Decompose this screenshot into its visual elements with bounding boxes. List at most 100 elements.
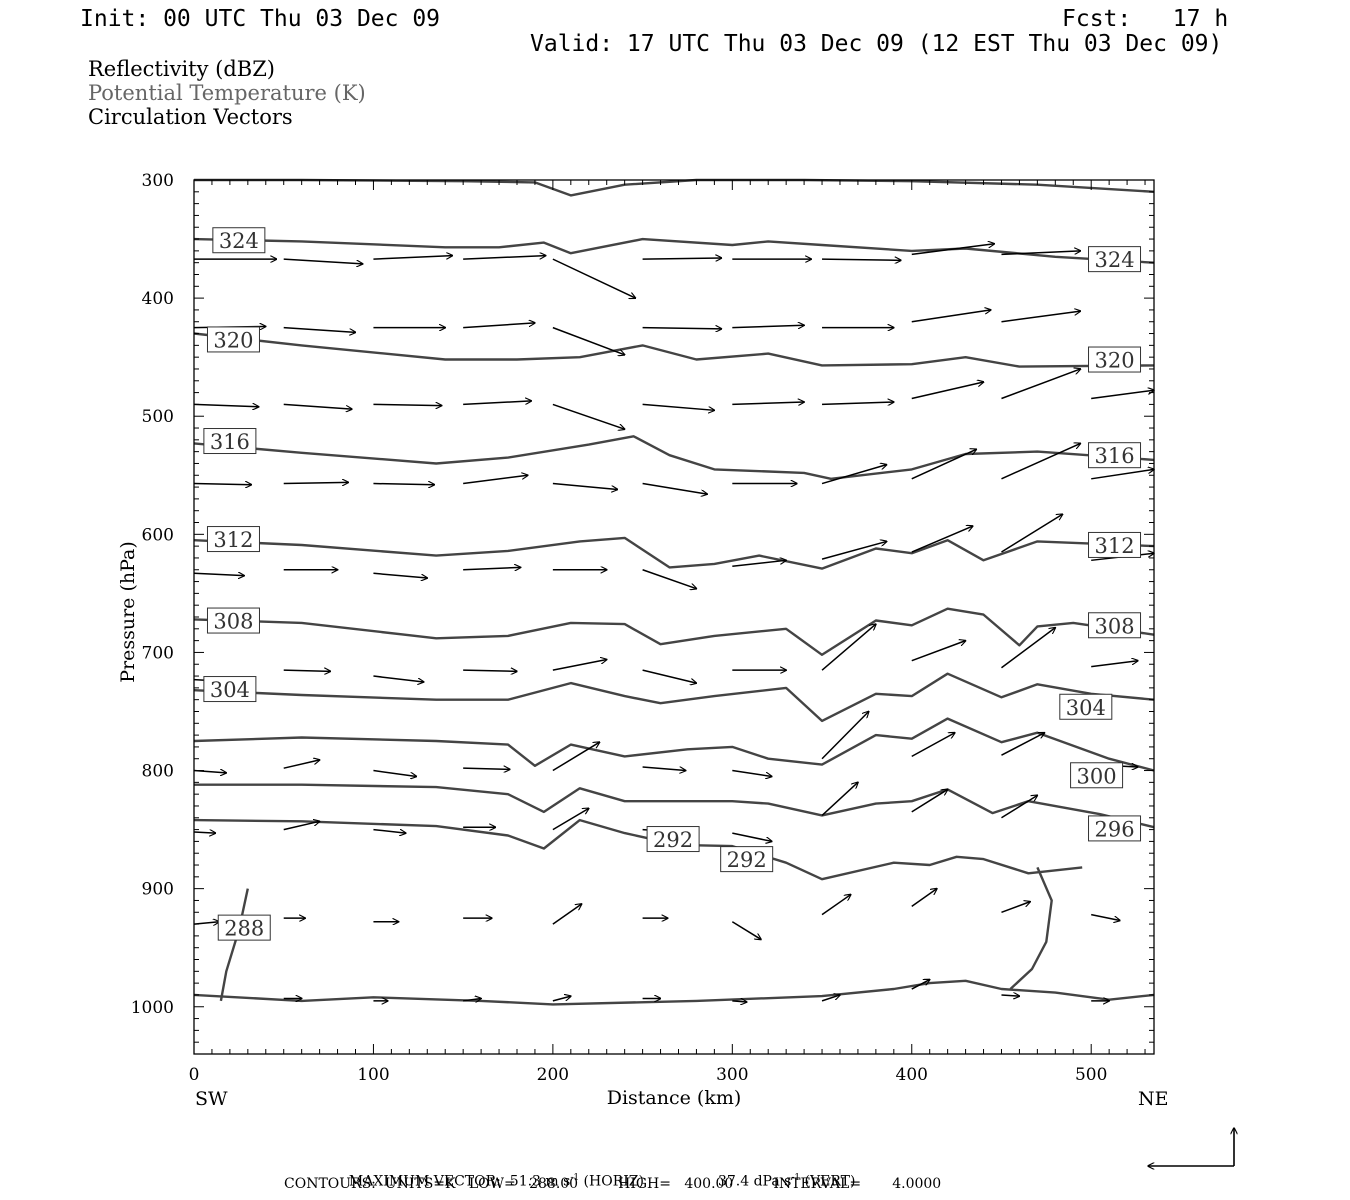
circulation-vector bbox=[552, 996, 571, 1002]
circulation-vector bbox=[821, 465, 887, 485]
contour-label-316: 316 bbox=[210, 430, 250, 454]
circulation-vector bbox=[732, 832, 771, 841]
circulation-vector bbox=[373, 484, 434, 485]
unit-exponent-horiz: -1 bbox=[570, 1173, 580, 1183]
theta-contours bbox=[193, 178, 1155, 1006]
contour-label-320: 320 bbox=[213, 328, 253, 352]
circulation-vector bbox=[821, 541, 887, 560]
circulation-vector bbox=[911, 980, 930, 990]
theta-contour-320 bbox=[193, 332, 1155, 368]
circulation-vector bbox=[463, 401, 531, 406]
contour-label-box bbox=[1088, 531, 1142, 558]
circulation-vector bbox=[552, 482, 618, 490]
circulation-vector bbox=[1091, 661, 1138, 668]
circulation-vector bbox=[1091, 913, 1120, 921]
circulation-vector bbox=[1091, 390, 1154, 400]
theta-contour-312 bbox=[193, 536, 1155, 570]
circulation-vector bbox=[821, 711, 869, 760]
max-vector-horiz-value: MAXIMUM VECTOR: 51.3 m s bbox=[348, 1173, 571, 1190]
max-vector-vert-label: (VERT) bbox=[800, 1173, 856, 1190]
circulation-vector bbox=[193, 573, 244, 575]
unit-exponent-vert: -1 bbox=[791, 1173, 801, 1183]
x-end-label-ne: NE bbox=[1138, 1088, 1169, 1110]
circulation-vector bbox=[732, 1001, 746, 1002]
circulation-vector bbox=[1001, 733, 1044, 756]
contour-label-292: 292 bbox=[653, 828, 693, 852]
circulation-vector bbox=[373, 828, 405, 834]
plot-frame: 0 100 200 300 400 500 300 400 500 600 700 800 900 100… bbox=[131, 171, 1155, 1085]
max-vector-vert-value: 37.4 dPa s bbox=[717, 1173, 792, 1190]
circulation-vector bbox=[731, 921, 761, 940]
x-end-label-sw: SW bbox=[195, 1088, 228, 1110]
contour-label-box bbox=[1088, 442, 1142, 469]
circulation-vector bbox=[821, 782, 858, 816]
contour-label-box bbox=[1088, 246, 1142, 273]
x-tick-label: 300 bbox=[716, 1065, 748, 1085]
circulation-vector bbox=[732, 560, 786, 567]
circulation-vector bbox=[911, 641, 966, 662]
reference-vector bbox=[1148, 1128, 1234, 1166]
theta-contour-300 bbox=[193, 717, 1155, 772]
theta-contour-304 bbox=[193, 672, 1155, 723]
contour-label-308: 308 bbox=[213, 610, 253, 634]
contour-label-box bbox=[720, 846, 774, 873]
contour-label-296: 296 bbox=[1094, 817, 1134, 841]
circulation-vector bbox=[193, 484, 251, 485]
theta-contour-308 bbox=[193, 607, 1155, 656]
contour-label-box bbox=[1088, 815, 1142, 842]
circulation-vector bbox=[283, 821, 320, 831]
circulation-vector bbox=[463, 323, 535, 329]
circulation-vector bbox=[463, 475, 528, 485]
circulation-vector bbox=[1001, 311, 1080, 323]
contour-label-box bbox=[1070, 762, 1124, 789]
circulation-vector bbox=[911, 382, 984, 400]
circulation-vector bbox=[642, 328, 722, 329]
circulation-vector bbox=[373, 572, 427, 578]
circulation-vector bbox=[911, 310, 991, 323]
circulation-vector bbox=[1001, 251, 1080, 256]
circulation-vectors bbox=[193, 244, 1154, 1002]
circulation-vector bbox=[732, 402, 804, 404]
contour-label-box bbox=[212, 227, 266, 254]
circulation-vector bbox=[911, 526, 973, 553]
circulation-vector bbox=[193, 404, 259, 406]
legend-vectors: Circulation Vectors bbox=[88, 105, 293, 129]
valid-time: Valid: 17 UTC Thu 03 Dec 09 (12 EST Thu … bbox=[530, 31, 1223, 57]
circulation-vector bbox=[1001, 995, 1019, 996]
y-tick-label: 900 bbox=[142, 880, 174, 900]
circulation-vector bbox=[821, 995, 840, 1002]
circulation-vector bbox=[642, 669, 697, 683]
y-tick-label: 700 bbox=[142, 643, 174, 663]
circulation-vector bbox=[463, 670, 517, 671]
circulation-vector bbox=[911, 449, 977, 480]
y-tick-label: 600 bbox=[142, 525, 174, 545]
theta-contour-288_east bbox=[1009, 866, 1053, 990]
contour-label-box bbox=[1088, 612, 1142, 639]
contour-label-300: 300 bbox=[1077, 764, 1117, 788]
circulation-vector bbox=[732, 769, 771, 777]
x-tick-label: 500 bbox=[1075, 1065, 1107, 1085]
contour-label-292: 292 bbox=[727, 848, 767, 872]
contour-label-316: 316 bbox=[1094, 444, 1134, 468]
circulation-vector bbox=[373, 256, 452, 260]
circulation-vector bbox=[283, 760, 320, 769]
plot-border bbox=[193, 179, 1155, 1055]
forecast-hour: Fcst: 17 h bbox=[1062, 6, 1229, 32]
circulation-vector bbox=[822, 259, 901, 260]
contour-label-box bbox=[646, 826, 700, 853]
contour-label-312: 312 bbox=[213, 528, 253, 552]
max-vector-info: MAXIMUM VECTOR: 51.3 m s-1 (HORIZ) 37.4 d… bbox=[340, 1157, 856, 1190]
contour-label-box bbox=[206, 607, 260, 634]
circulation-vector bbox=[1001, 902, 1030, 913]
circulation-vector bbox=[373, 404, 441, 405]
circulation-vector bbox=[911, 789, 948, 813]
theta-contour-292 bbox=[193, 818, 1083, 881]
circulation-vector bbox=[642, 482, 708, 495]
circulation-vector bbox=[1001, 628, 1055, 669]
x-tick-label: 400 bbox=[896, 1065, 928, 1085]
circulation-vector bbox=[1001, 514, 1062, 553]
contour-label-box bbox=[206, 526, 260, 553]
circulation-vector bbox=[1001, 795, 1037, 819]
circulation-vector bbox=[911, 889, 937, 907]
circulation-vector bbox=[193, 832, 216, 833]
